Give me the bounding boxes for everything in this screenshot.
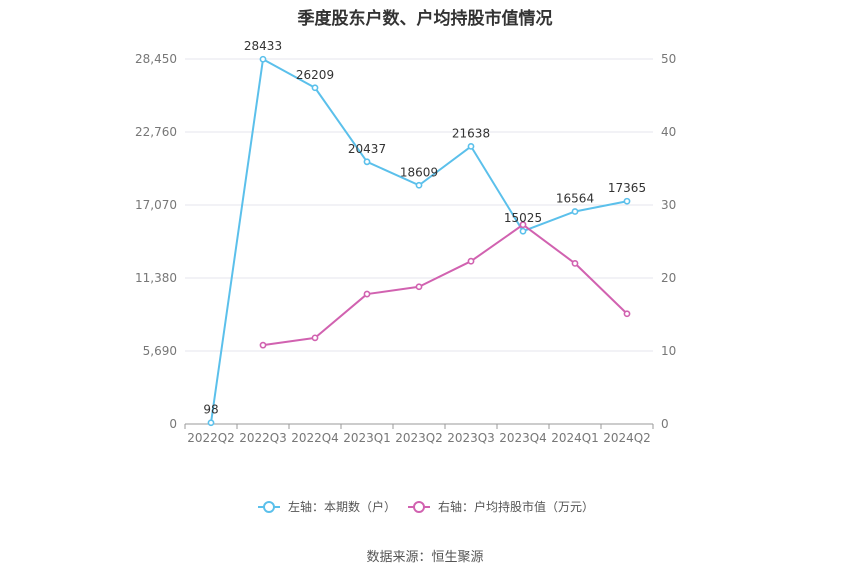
data-label: 18609 xyxy=(400,165,438,179)
data-point-right xyxy=(519,221,527,229)
data-point-right xyxy=(363,290,371,298)
legend-item-right[interactable]: 右轴：户均持股市值（万元） xyxy=(408,499,594,514)
data-point-left xyxy=(259,55,267,63)
data-source: 数据来源：恒生聚源 xyxy=(366,550,484,565)
data-point-right xyxy=(311,334,319,342)
x-axis-tick-label: 2022Q3 xyxy=(239,431,287,445)
legend[interactable]: 左轴：本期数（户） 右轴：户均持股市值（万元） xyxy=(258,499,594,514)
legend-label: 左轴：本期数（户） xyxy=(288,499,396,514)
left-axis-tick-label: 5,690 xyxy=(143,344,177,358)
data-point-left xyxy=(519,227,527,235)
data-label: 28433 xyxy=(244,39,282,53)
data-point-right xyxy=(623,310,631,318)
x-axis-tick-label: 2023Q3 xyxy=(447,431,495,445)
left-axis-tick-label: 22,760 xyxy=(135,125,177,139)
x-axis-tick-label: 2022Q2 xyxy=(187,431,235,445)
data-point-right xyxy=(415,283,423,291)
right-axis-tick-label: 20 xyxy=(661,271,676,285)
left-axis-tick-label: 28,450 xyxy=(135,52,177,66)
x-axis-tick-label: 2024Q2 xyxy=(603,431,651,445)
data-label: 17365 xyxy=(608,181,646,195)
data-point-left xyxy=(571,208,579,215)
series-line-left xyxy=(210,58,628,423)
chart-title: 季度股东户数、户均持股市值情况 xyxy=(297,9,553,29)
data-point-left xyxy=(363,158,371,166)
x-axis-tick-label: 2022Q4 xyxy=(291,431,339,445)
data-point-left xyxy=(623,197,631,205)
data-point-right xyxy=(571,259,579,267)
left-axis-tick-label: 17,070 xyxy=(135,198,177,212)
data-label: 20437 xyxy=(348,142,386,156)
grid-lines xyxy=(185,58,653,352)
right-axis-tick-label: 10 xyxy=(661,344,676,358)
x-axis-tick-label: 2023Q4 xyxy=(499,431,547,445)
data-point-left xyxy=(415,181,423,189)
legend-label: 右轴：户均持股市值（万元） xyxy=(438,499,594,514)
data-label: 15025 xyxy=(504,211,542,225)
series xyxy=(207,55,631,427)
right-axis-tick-label: 50 xyxy=(661,52,676,66)
left-axis-tick-label: 11,380 xyxy=(135,271,177,285)
legend-marker xyxy=(413,501,425,513)
legend-marker xyxy=(263,501,275,513)
right-axis-tick-label: 40 xyxy=(661,125,676,139)
data-point-right xyxy=(467,257,475,265)
data-point-left xyxy=(311,84,319,92)
right-axis-tick-label: 30 xyxy=(661,198,676,212)
data-label: 21638 xyxy=(452,126,490,140)
data-point-left xyxy=(207,419,215,427)
data-point-left xyxy=(467,142,475,150)
data-label: 26209 xyxy=(296,68,334,82)
legend-item-left[interactable]: 左轴：本期数（户） xyxy=(258,499,396,514)
data-labels: 98 28433 26209 20437 18609 21638 15025 16564 173… xyxy=(203,39,646,417)
x-axis-tick-label: 2023Q2 xyxy=(395,431,443,445)
series-line-right xyxy=(262,223,628,347)
axes: 0 5,690 11,380 17,070 22,760 28,450 0 10 20 30 40 5… xyxy=(135,52,676,445)
data-label: 16564 xyxy=(556,191,594,205)
data-point-right xyxy=(259,341,267,349)
data-label: 98 xyxy=(203,403,218,417)
x-axis-tick-label: 2023Q1 xyxy=(343,431,391,445)
right-axis-tick-label: 0 xyxy=(661,417,669,431)
x-axis-tick-label: 2024Q1 xyxy=(551,431,599,445)
left-axis-tick-label: 0 xyxy=(169,417,177,431)
